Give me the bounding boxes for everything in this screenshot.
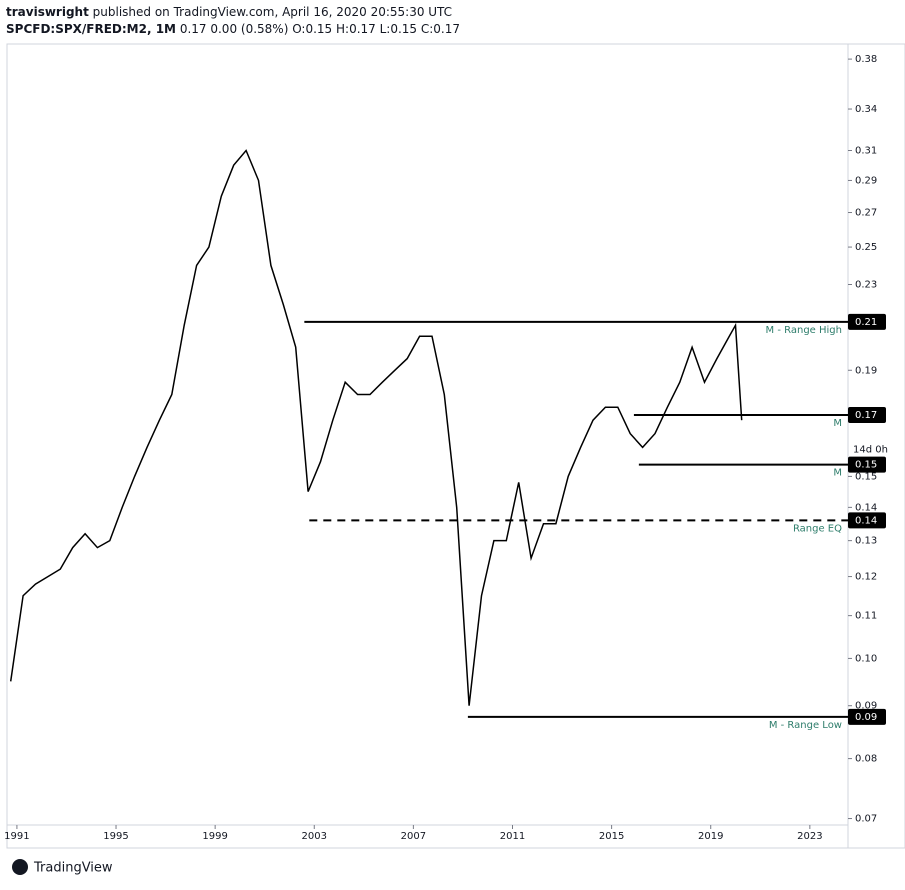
price-box	[848, 708, 886, 725]
x-tick-label: 2007	[401, 831, 426, 842]
y-tick-label: 0.34	[855, 104, 877, 115]
y-tick-label: 0.38	[855, 54, 877, 65]
y-tick-label: 0.19	[855, 365, 877, 376]
y-tick-label: 0.10	[855, 653, 877, 664]
x-tick-label: 1991	[4, 831, 29, 842]
quote: 0.17 0.00 (0.58%) O:0.15 H:0.17 L:0.15 C…	[180, 22, 460, 36]
y-tick-label: 0.09	[855, 701, 877, 712]
price-box	[848, 456, 886, 473]
y-tick-label: 0.11	[855, 611, 877, 622]
price-box	[848, 313, 886, 330]
price-box-label: 0.15	[855, 460, 877, 471]
x-tick-label: 2011	[500, 831, 525, 842]
y-tick-label: 0.07	[855, 814, 877, 825]
x-tick-label: 2019	[698, 831, 723, 842]
header-line: traviswright published on TradingView.co…	[6, 5, 452, 19]
author: traviswright	[6, 5, 89, 19]
level-text: M	[833, 418, 842, 429]
y-tick-label: 0.14	[855, 502, 877, 513]
level-text: M	[833, 468, 842, 479]
published: published on TradingView.com, April 16, …	[93, 5, 452, 19]
level-text: M - Range High	[766, 325, 842, 336]
y-tick-label: 0.12	[855, 572, 877, 583]
y-tick-label: 0.29	[855, 175, 877, 186]
y-tick-label: 0.15	[855, 471, 877, 482]
x-tick-label: 2015	[599, 831, 624, 842]
countdown: 14d 0h	[853, 445, 888, 456]
brand: TradingView	[33, 861, 113, 876]
y-tick-label: 0.25	[855, 242, 877, 253]
level-text: M - Range Low	[769, 720, 842, 731]
logo	[12, 859, 28, 875]
y-tick-label: 0.27	[855, 208, 877, 219]
x-tick-label: 2003	[302, 831, 327, 842]
frame	[6, 43, 905, 849]
price-box-label: 0.14	[855, 515, 877, 526]
symbol: SPCFD:SPX/FRED:M2, 1M	[6, 22, 176, 36]
y-tick-label: 0.31	[855, 146, 877, 157]
plot	[9, 149, 848, 718]
y-tick-label: 0.08	[855, 754, 877, 765]
symbol-line: SPCFD:SPX/FRED:M2, 1M 0.17 0.00 (0.58%) …	[6, 22, 460, 36]
price-box	[848, 512, 886, 529]
price-line	[9, 149, 743, 706]
price-box-label: 0.09	[855, 712, 877, 723]
x-tick-label: 2023	[797, 831, 822, 842]
x-tick-label: 1999	[202, 831, 227, 842]
y-tick-label: 0.13	[855, 536, 877, 547]
price-box-label: 0.21	[855, 317, 877, 328]
y-tick-label: 0.23	[855, 280, 877, 291]
x-tick-label: 1995	[103, 831, 128, 842]
level-text: Range EQ	[793, 523, 842, 534]
price-box	[848, 406, 886, 423]
footer: TradingView	[12, 859, 113, 876]
price-box-label: 0.17	[855, 410, 877, 421]
